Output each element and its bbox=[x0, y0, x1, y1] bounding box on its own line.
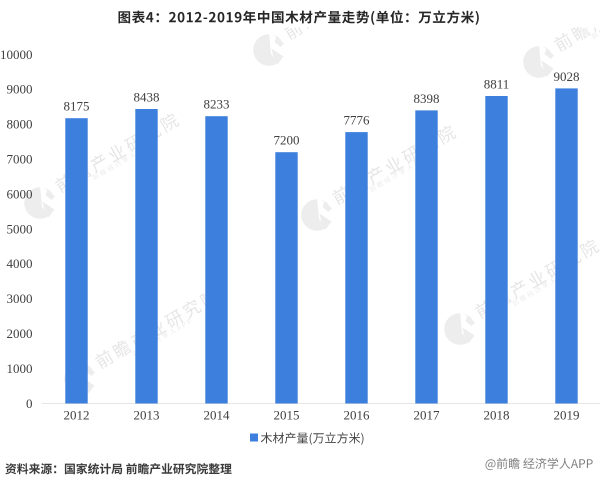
svg-text:8811: 8811 bbox=[484, 77, 510, 92]
svg-text:2019: 2019 bbox=[554, 408, 580, 423]
svg-text:8398: 8398 bbox=[414, 91, 440, 106]
svg-text:7776: 7776 bbox=[344, 113, 371, 128]
svg-text:1000: 1000 bbox=[7, 361, 33, 376]
svg-text:3000: 3000 bbox=[7, 291, 33, 306]
svg-text:8233: 8233 bbox=[204, 97, 230, 112]
svg-text:2013: 2013 bbox=[134, 408, 160, 423]
svg-text:8438: 8438 bbox=[134, 90, 160, 105]
svg-text:8000: 8000 bbox=[7, 117, 33, 132]
svg-text:2015: 2015 bbox=[274, 408, 300, 423]
svg-text:10000: 10000 bbox=[0, 47, 33, 62]
svg-text:2017: 2017 bbox=[414, 408, 441, 423]
svg-text:2000: 2000 bbox=[7, 326, 33, 341]
svg-text:0: 0 bbox=[26, 396, 33, 411]
svg-text:9000: 9000 bbox=[7, 82, 33, 97]
svg-text:2012: 2012 bbox=[64, 408, 90, 423]
svg-text:4000: 4000 bbox=[7, 256, 33, 271]
svg-text:2016: 2016 bbox=[344, 408, 371, 423]
svg-text:2018: 2018 bbox=[484, 408, 510, 423]
svg-text:5000: 5000 bbox=[7, 221, 33, 236]
svg-text:2014: 2014 bbox=[204, 408, 231, 423]
svg-text:7000: 7000 bbox=[7, 152, 33, 167]
svg-text:6000: 6000 bbox=[7, 186, 33, 201]
svg-text:9028: 9028 bbox=[554, 69, 580, 84]
svg-text:7200: 7200 bbox=[274, 133, 300, 148]
svg-text:8175: 8175 bbox=[64, 99, 90, 114]
